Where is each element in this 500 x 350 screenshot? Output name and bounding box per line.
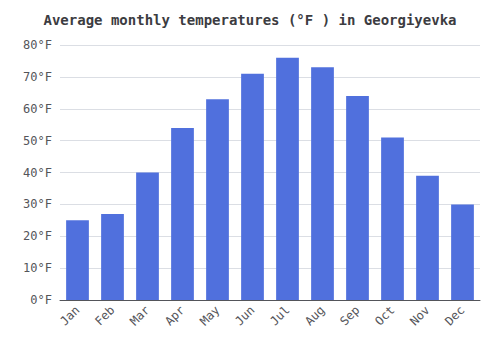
svg-text:40°F: 40°F — [23, 166, 52, 180]
svg-text:50°F: 50°F — [23, 134, 52, 148]
svg-text:Jul: Jul — [267, 303, 292, 328]
svg-text:May: May — [197, 303, 222, 328]
svg-text:Dec: Dec — [442, 303, 467, 328]
svg-text:70°F: 70°F — [23, 70, 52, 84]
svg-text:Average monthly temperatures (: Average monthly temperatures (°F ) in Ge… — [43, 12, 456, 28]
svg-text:Nov: Nov — [407, 303, 432, 328]
svg-text:Sep: Sep — [337, 303, 362, 328]
svg-text:30°F: 30°F — [23, 197, 52, 211]
svg-text:Jan: Jan — [57, 303, 82, 328]
svg-text:0°F: 0°F — [30, 293, 52, 307]
svg-text:Feb: Feb — [92, 303, 117, 328]
svg-text:Mar: Mar — [127, 303, 152, 328]
svg-text:20°F: 20°F — [23, 229, 52, 243]
svg-text:Aug: Aug — [302, 303, 327, 328]
svg-text:80°F: 80°F — [23, 38, 52, 52]
svg-text:Oct: Oct — [372, 303, 397, 328]
svg-text:10°F: 10°F — [23, 261, 52, 275]
svg-text:Jun: Jun — [232, 303, 257, 328]
svg-text:Apr: Apr — [162, 303, 187, 328]
svg-text:60°F: 60°F — [23, 102, 52, 116]
